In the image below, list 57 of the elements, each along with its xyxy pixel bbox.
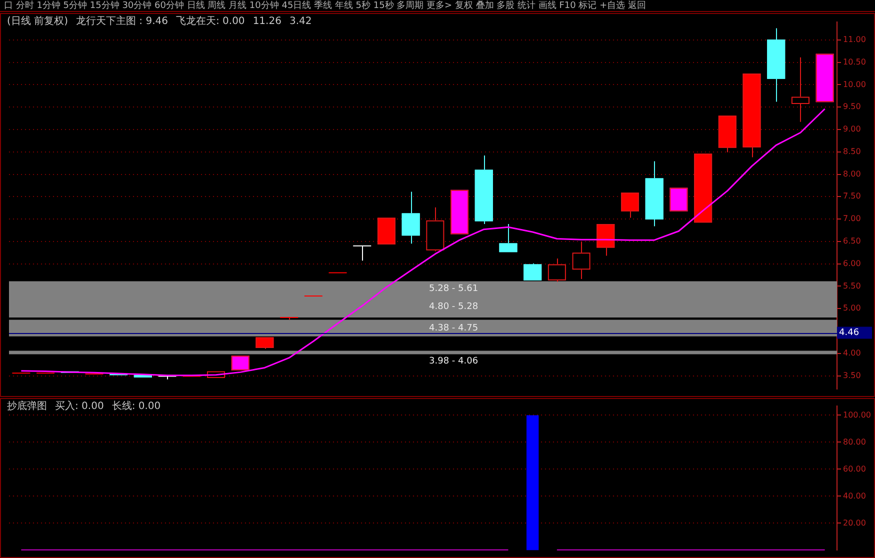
- band-label: 4.80 - 5.28: [429, 302, 478, 312]
- candlestick: [620, 192, 640, 218]
- candlestick: [450, 190, 469, 234]
- y-tick-label: 11.00: [843, 34, 866, 44]
- candlestick: [548, 258, 566, 282]
- y-tick-label: 9.50: [843, 102, 861, 112]
- annotation: 3.42: [289, 16, 312, 27]
- candlestick: [572, 241, 590, 280]
- annotation: 买入: 0.00: [55, 401, 104, 412]
- y-tick-label: 80.00: [843, 437, 866, 446]
- y-tick-label: 40.00: [843, 491, 866, 500]
- candlestick: [816, 54, 834, 102]
- y-tick-label: 8.00: [843, 169, 861, 178]
- candlestick: [402, 191, 420, 244]
- annotation: 龙行天下主图 : 9.46: [76, 16, 168, 27]
- band-label: 3.98 - 4.06: [429, 356, 478, 367]
- y-tick-label: 60.00: [843, 464, 866, 474]
- candlestick: [474, 154, 493, 224]
- candlestick: [645, 160, 664, 227]
- y-tick-label: 5.50: [843, 281, 861, 290]
- candlestick: [280, 317, 298, 320]
- y-tick-label: 6.00: [843, 258, 861, 268]
- candlestick: [596, 224, 615, 256]
- candlestick: [231, 356, 250, 370]
- annotation: 11.26: [252, 16, 282, 27]
- candlestick: [256, 337, 274, 350]
- y-tick-label: 10.50: [843, 57, 866, 66]
- annotation: 长线: 0.00: [112, 401, 161, 412]
- candlestick: [524, 262, 542, 280]
- band-label: 5.28 - 5.61: [429, 284, 478, 294]
- y-tick-label: 7.50: [843, 192, 861, 201]
- y-tick-label: 10.00: [843, 80, 866, 89]
- candlestick: [791, 56, 810, 122]
- candlestick: [694, 154, 712, 223]
- annotation: 飞龙在天: 0.00: [176, 16, 245, 27]
- y-tick-label: 4.00: [843, 348, 861, 358]
- candlestick: [670, 188, 688, 212]
- y-tick-label: 8.50: [843, 146, 861, 156]
- y-tick-label: 5.00: [843, 304, 861, 313]
- candlestick: [426, 206, 444, 252]
- band-label: 4.38 - 4.75: [429, 323, 478, 334]
- candlestick: [742, 74, 761, 158]
- ref-line-label: 4.46: [839, 328, 860, 338]
- y-tick-label: 6.50: [843, 236, 861, 246]
- candlestick: [377, 218, 396, 245]
- candlestick: [353, 245, 372, 262]
- candlestick: [767, 28, 786, 102]
- y-tick-label: 100.00: [843, 410, 871, 420]
- chart-subtitle: 口 分时 1分钟 5分钟 15分钟 30分钟 60分钟 日线 周线 月线 10分钟 45日线 季线 年线 5秒 15秒 多周期 更多> 复权 叠加 多股 统计 画线 F10 标记 +自选 返回: [0, 0, 875, 12]
- chart-title: 抄底弹图: [7, 401, 47, 412]
- chart-title: (日线 前复权): [7, 16, 68, 27]
- y-tick-label: 20.00: [843, 518, 866, 528]
- candlestick: [499, 223, 518, 252]
- candlestick: [718, 116, 736, 153]
- y-tick-label: 7.00: [843, 214, 861, 224]
- y-tick-label: 9.00: [843, 124, 861, 134]
- y-tick-label: 3.50: [843, 370, 861, 380]
